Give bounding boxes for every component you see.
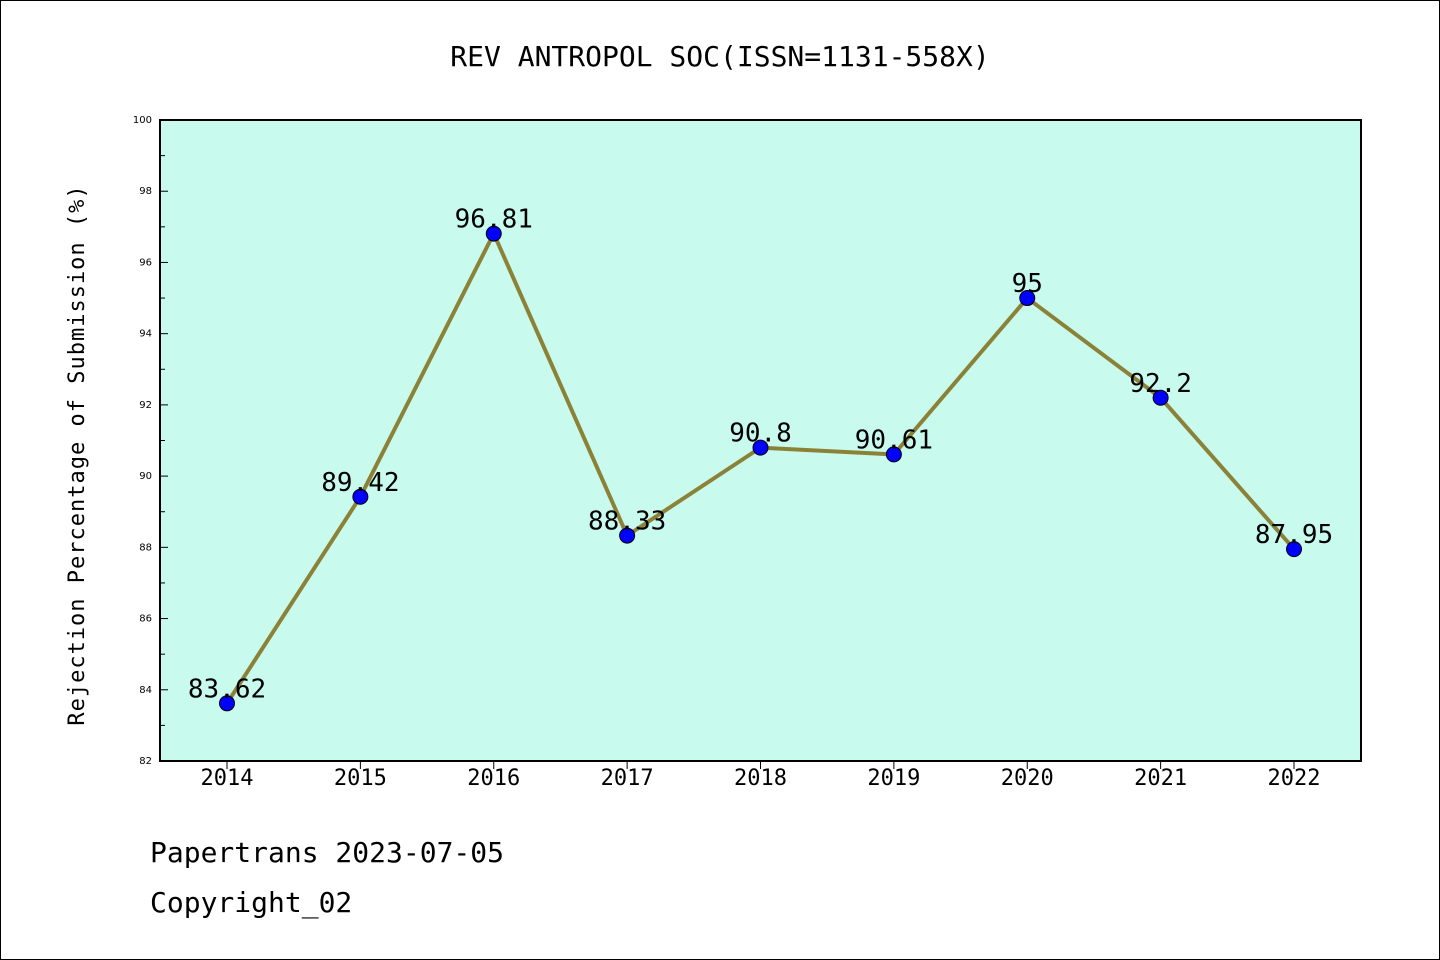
x-tick-label: 2015 <box>334 766 387 791</box>
data-point <box>1019 290 1036 307</box>
data-labels: 83.62 89.42 96.81 88.33 90.8 90.61 95 92.2 87.95 <box>188 205 1333 705</box>
data-label: 83.62 <box>188 674 266 704</box>
data-point <box>619 527 636 544</box>
y-tick-label: 98 <box>139 186 152 197</box>
footer-date: Papertrans 2023-07-05 <box>150 836 505 869</box>
data-label: 87.95 <box>1255 520 1333 550</box>
x-tick-label: 2017 <box>601 766 654 791</box>
data-point <box>1152 389 1169 406</box>
plot-border <box>159 119 1362 762</box>
data-label: 89.42 <box>321 468 399 498</box>
x-tick-label: 2021 <box>1134 766 1187 791</box>
data-label: 90.8 <box>729 419 792 449</box>
x-tick-label: 2014 <box>201 766 254 791</box>
chart-title: REV ANTROPOL SOC(ISSN=1131-558X) <box>450 40 989 73</box>
footer-copyright: Copyright_02 <box>150 886 353 919</box>
data-markers <box>219 225 1302 712</box>
y-axis-label: Rejection Percentage of Submission (%) <box>65 184 90 725</box>
data-point <box>485 225 502 242</box>
data-label: 90.61 <box>855 425 933 455</box>
y-tick-label: 90 <box>139 471 152 482</box>
data-label: 88.33 <box>588 507 666 537</box>
y-tick-label: 92 <box>139 400 152 411</box>
data-point <box>1286 541 1302 558</box>
y-tick-label: 94 <box>139 329 152 340</box>
x-tick-label: 2022 <box>1268 766 1321 791</box>
y-tick-label: 84 <box>139 685 152 696</box>
x-tick-label: 2016 <box>467 766 520 791</box>
data-point <box>885 446 902 463</box>
data-label: 95 <box>1012 269 1043 299</box>
data-point <box>352 488 369 505</box>
x-tick-label: 2018 <box>734 766 787 791</box>
x-tick-label: 2019 <box>867 766 920 791</box>
y-tick-label: 88 <box>139 542 152 553</box>
x-tick-label: 2020 <box>1001 766 1054 791</box>
y-tick-label: 86 <box>139 614 152 625</box>
data-point <box>219 695 235 712</box>
y-tick-label: 82 <box>139 756 152 767</box>
data-label: 92.2 <box>1129 369 1192 399</box>
data-label: 96.81 <box>455 205 533 235</box>
data-point <box>752 439 769 456</box>
y-tick-label: 100 <box>133 115 152 126</box>
y-tick-label: 96 <box>139 257 152 268</box>
x-axis: 2014 2015 2016 2017 2018 2019 2020 2021 2022 <box>201 761 1321 791</box>
